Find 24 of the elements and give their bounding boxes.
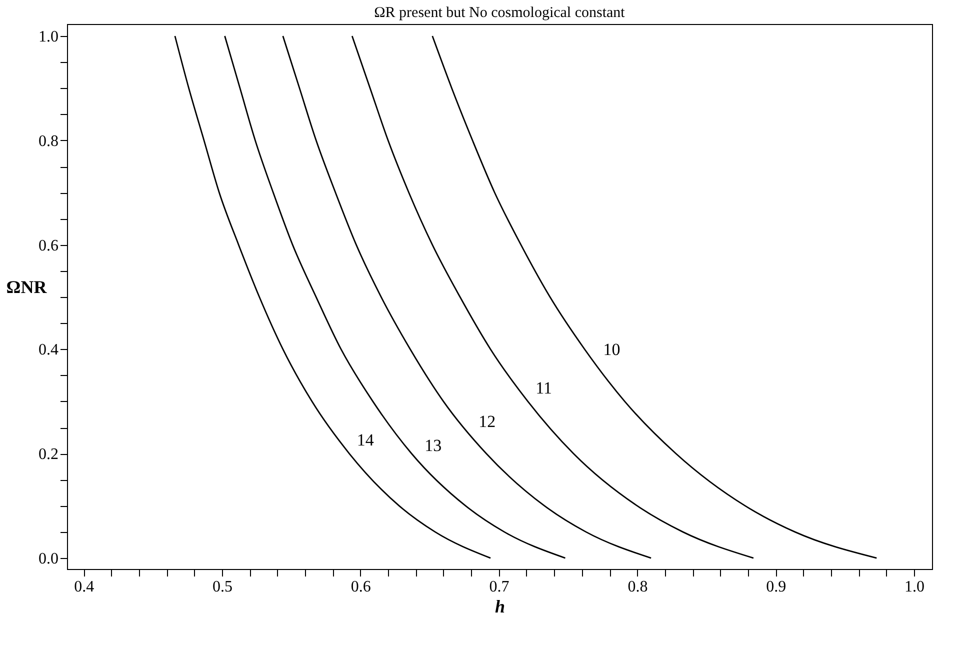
y-tick-label: 0.8 (38, 132, 58, 150)
x-tick-label: 0.6 (350, 578, 371, 596)
x-tick-label: 0.5 (212, 578, 233, 596)
annotation: 12 (478, 412, 496, 431)
y-tick-label: 0.2 (38, 446, 58, 464)
annotation: 14 (356, 430, 374, 450)
line-series (282, 35, 652, 559)
x-tick-label: 0.9 (766, 578, 786, 596)
y-axis-title: ΩNR (6, 277, 48, 297)
annotation: 11 (536, 378, 552, 398)
y-tick-label: 0.4 (38, 342, 58, 359)
y-tick-label: 0.6 (38, 237, 58, 254)
y-tick-label: 1.0 (38, 28, 58, 46)
y-tick-label: 0.0 (38, 550, 58, 568)
x-tick-label: 0.4 (74, 578, 94, 596)
line-series (351, 35, 754, 559)
x-tick-label: 0.7 (489, 578, 510, 596)
chart-title: ΩR present but No cosmological constant (374, 5, 626, 21)
annotation: 10 (603, 340, 620, 359)
x-tick-label: 0.8 (628, 578, 648, 596)
line-series (224, 35, 566, 559)
annotation: 13 (424, 436, 442, 455)
x-tick-label: 1.0 (904, 578, 925, 596)
x-axis-title: h (494, 596, 506, 616)
